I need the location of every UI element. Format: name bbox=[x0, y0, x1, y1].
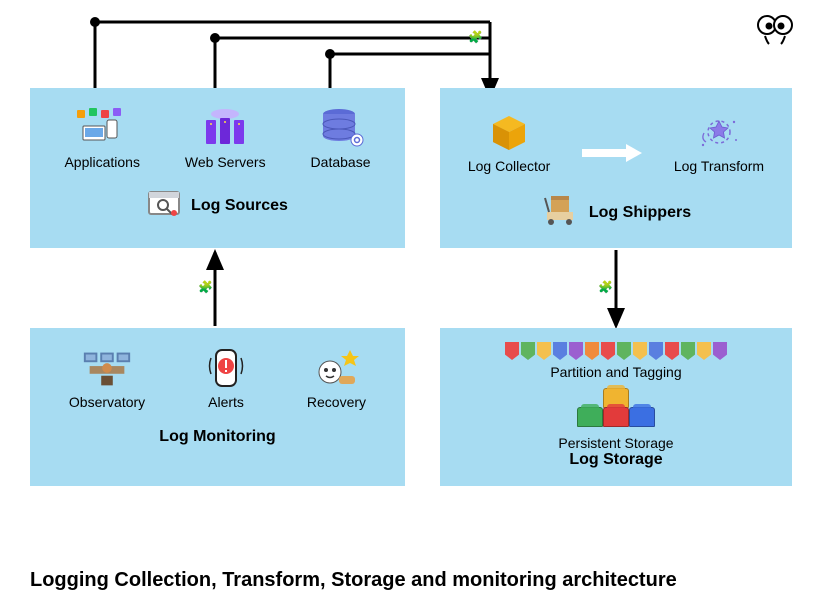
item-observatory: Observatory bbox=[69, 346, 145, 410]
item-web-servers: Web Servers bbox=[185, 106, 266, 170]
alerts-icon bbox=[199, 346, 253, 390]
recovery-icon bbox=[309, 346, 363, 390]
item-recovery: Recovery bbox=[307, 346, 366, 410]
panel-log-shippers: Log Collector Log Transform bbox=[440, 88, 792, 248]
panel-log-storage: Partition and Tagging Persistent Storage… bbox=[440, 328, 792, 486]
database-icon bbox=[314, 106, 368, 150]
panel-log-sources: Applications Web Servers bbox=[30, 88, 405, 248]
web-servers-icon bbox=[198, 106, 252, 150]
storage-boxes-icon bbox=[577, 407, 655, 427]
applications-icon bbox=[75, 106, 129, 150]
database-label: Database bbox=[311, 154, 371, 170]
item-log-transform: Log Transform bbox=[674, 110, 764, 174]
log-transform-label: Log Transform bbox=[674, 158, 764, 174]
white-arrow-icon bbox=[582, 146, 642, 160]
log-transform-icon bbox=[692, 110, 746, 154]
item-log-collector: Log Collector bbox=[468, 110, 551, 174]
deco-3: 🧩 bbox=[598, 280, 613, 294]
item-applications: Applications bbox=[64, 106, 140, 170]
panel-log-monitoring: Observatory Alerts bbox=[30, 328, 405, 486]
diagram-caption: Logging Collection, Transform, Storage a… bbox=[30, 569, 789, 592]
bunting-flags bbox=[452, 342, 780, 360]
persistent-label: Persistent Storage bbox=[452, 435, 780, 451]
observatory-icon bbox=[80, 346, 134, 390]
log-shippers-title: Log Shippers bbox=[589, 204, 691, 222]
item-alerts: Alerts bbox=[199, 346, 253, 410]
partition-label: Partition and Tagging bbox=[452, 364, 780, 380]
alerts-label: Alerts bbox=[208, 394, 244, 410]
log-sources-title-icon bbox=[147, 188, 181, 223]
log-sources-title: Log Sources bbox=[191, 197, 288, 215]
log-monitoring-title: Log Monitoring bbox=[159, 428, 275, 446]
log-collector-icon bbox=[482, 110, 536, 154]
applications-label: Applications bbox=[64, 154, 140, 170]
log-shippers-title-icon bbox=[541, 192, 579, 233]
log-storage-title: Log Storage bbox=[569, 451, 662, 468]
logo-icon bbox=[755, 14, 797, 51]
web-servers-label: Web Servers bbox=[185, 154, 266, 170]
deco-2: 🧩 bbox=[198, 280, 213, 294]
deco-1: 🧩 bbox=[468, 30, 483, 44]
log-collector-label: Log Collector bbox=[468, 158, 551, 174]
observatory-label: Observatory bbox=[69, 394, 145, 410]
recovery-label: Recovery bbox=[307, 394, 366, 410]
item-database: Database bbox=[311, 106, 371, 170]
